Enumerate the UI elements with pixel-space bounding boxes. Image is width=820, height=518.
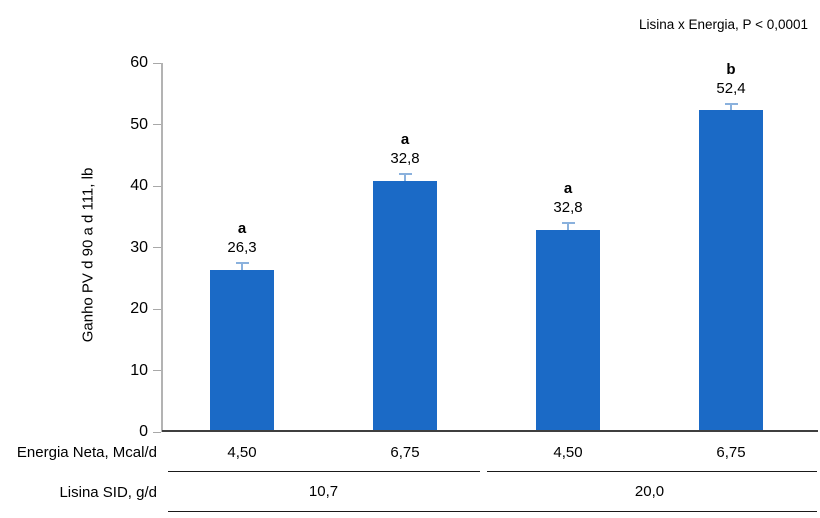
y-tick-label: 30 <box>130 238 148 256</box>
group-underline <box>168 471 480 472</box>
y-tick-label: 60 <box>130 54 148 71</box>
bar <box>699 109 763 431</box>
bar-value-label: 32,8 <box>553 198 583 216</box>
bar <box>536 230 600 431</box>
significance-letter: a <box>400 131 410 149</box>
error-bar <box>241 263 243 271</box>
y-axis-label: Ganho PV d 90 a d 111, lb <box>79 167 97 343</box>
y-tick-label: 20 <box>130 300 148 317</box>
significance-letter: a <box>563 179 573 197</box>
error-bar-cap <box>561 221 575 224</box>
y-tick <box>153 247 161 248</box>
error-bar-cap <box>235 262 249 265</box>
lisina-sid-value: 10,7 <box>308 483 339 500</box>
y-tick <box>153 62 161 64</box>
y-tick-label: 10 <box>130 361 148 379</box>
y-tick-label: 0 <box>139 423 148 440</box>
significance-letter: b <box>726 60 736 78</box>
group-underline <box>487 471 817 472</box>
y-tick <box>153 308 161 310</box>
bar-value-label: 32,8 <box>390 150 420 168</box>
error-bar <box>404 174 406 182</box>
energia-neta-value: 4,50 <box>553 444 583 461</box>
energia-neta-value: 4,50 <box>227 444 257 461</box>
x-axis-line <box>162 430 818 432</box>
y-tick-label: 50 <box>130 115 148 133</box>
y-tick <box>153 124 161 125</box>
bar-value-label: 26,3 <box>227 239 257 257</box>
energia-neta-value: 6,75 <box>390 444 420 461</box>
row-label-energia-neta: Energia Neta, Mcal/d <box>16 444 157 461</box>
error-bar-cap <box>398 173 412 176</box>
error-bar-cap <box>724 102 738 105</box>
bottom-rule <box>168 511 817 512</box>
row-label-lisina-sid: Lisina SID, g/d <box>59 484 157 501</box>
energia-neta-value: 6,75 <box>716 444 746 461</box>
bar-value-label: 52,4 <box>716 79 746 97</box>
significance-letter: a <box>237 220 247 238</box>
error-bar <box>567 222 569 231</box>
lisina-sid-value: 20,0 <box>634 483 665 500</box>
y-tick-label: 40 <box>130 177 148 194</box>
y-tick <box>153 431 161 433</box>
y-tick <box>153 370 161 371</box>
y-tick <box>153 185 161 187</box>
error-bar <box>730 103 732 110</box>
y-axis-line <box>161 63 163 432</box>
bar <box>210 270 274 431</box>
bar <box>373 181 437 431</box>
interaction-pvalue-annotation: Lisina x Energia, P < 0,0001 <box>639 17 808 32</box>
